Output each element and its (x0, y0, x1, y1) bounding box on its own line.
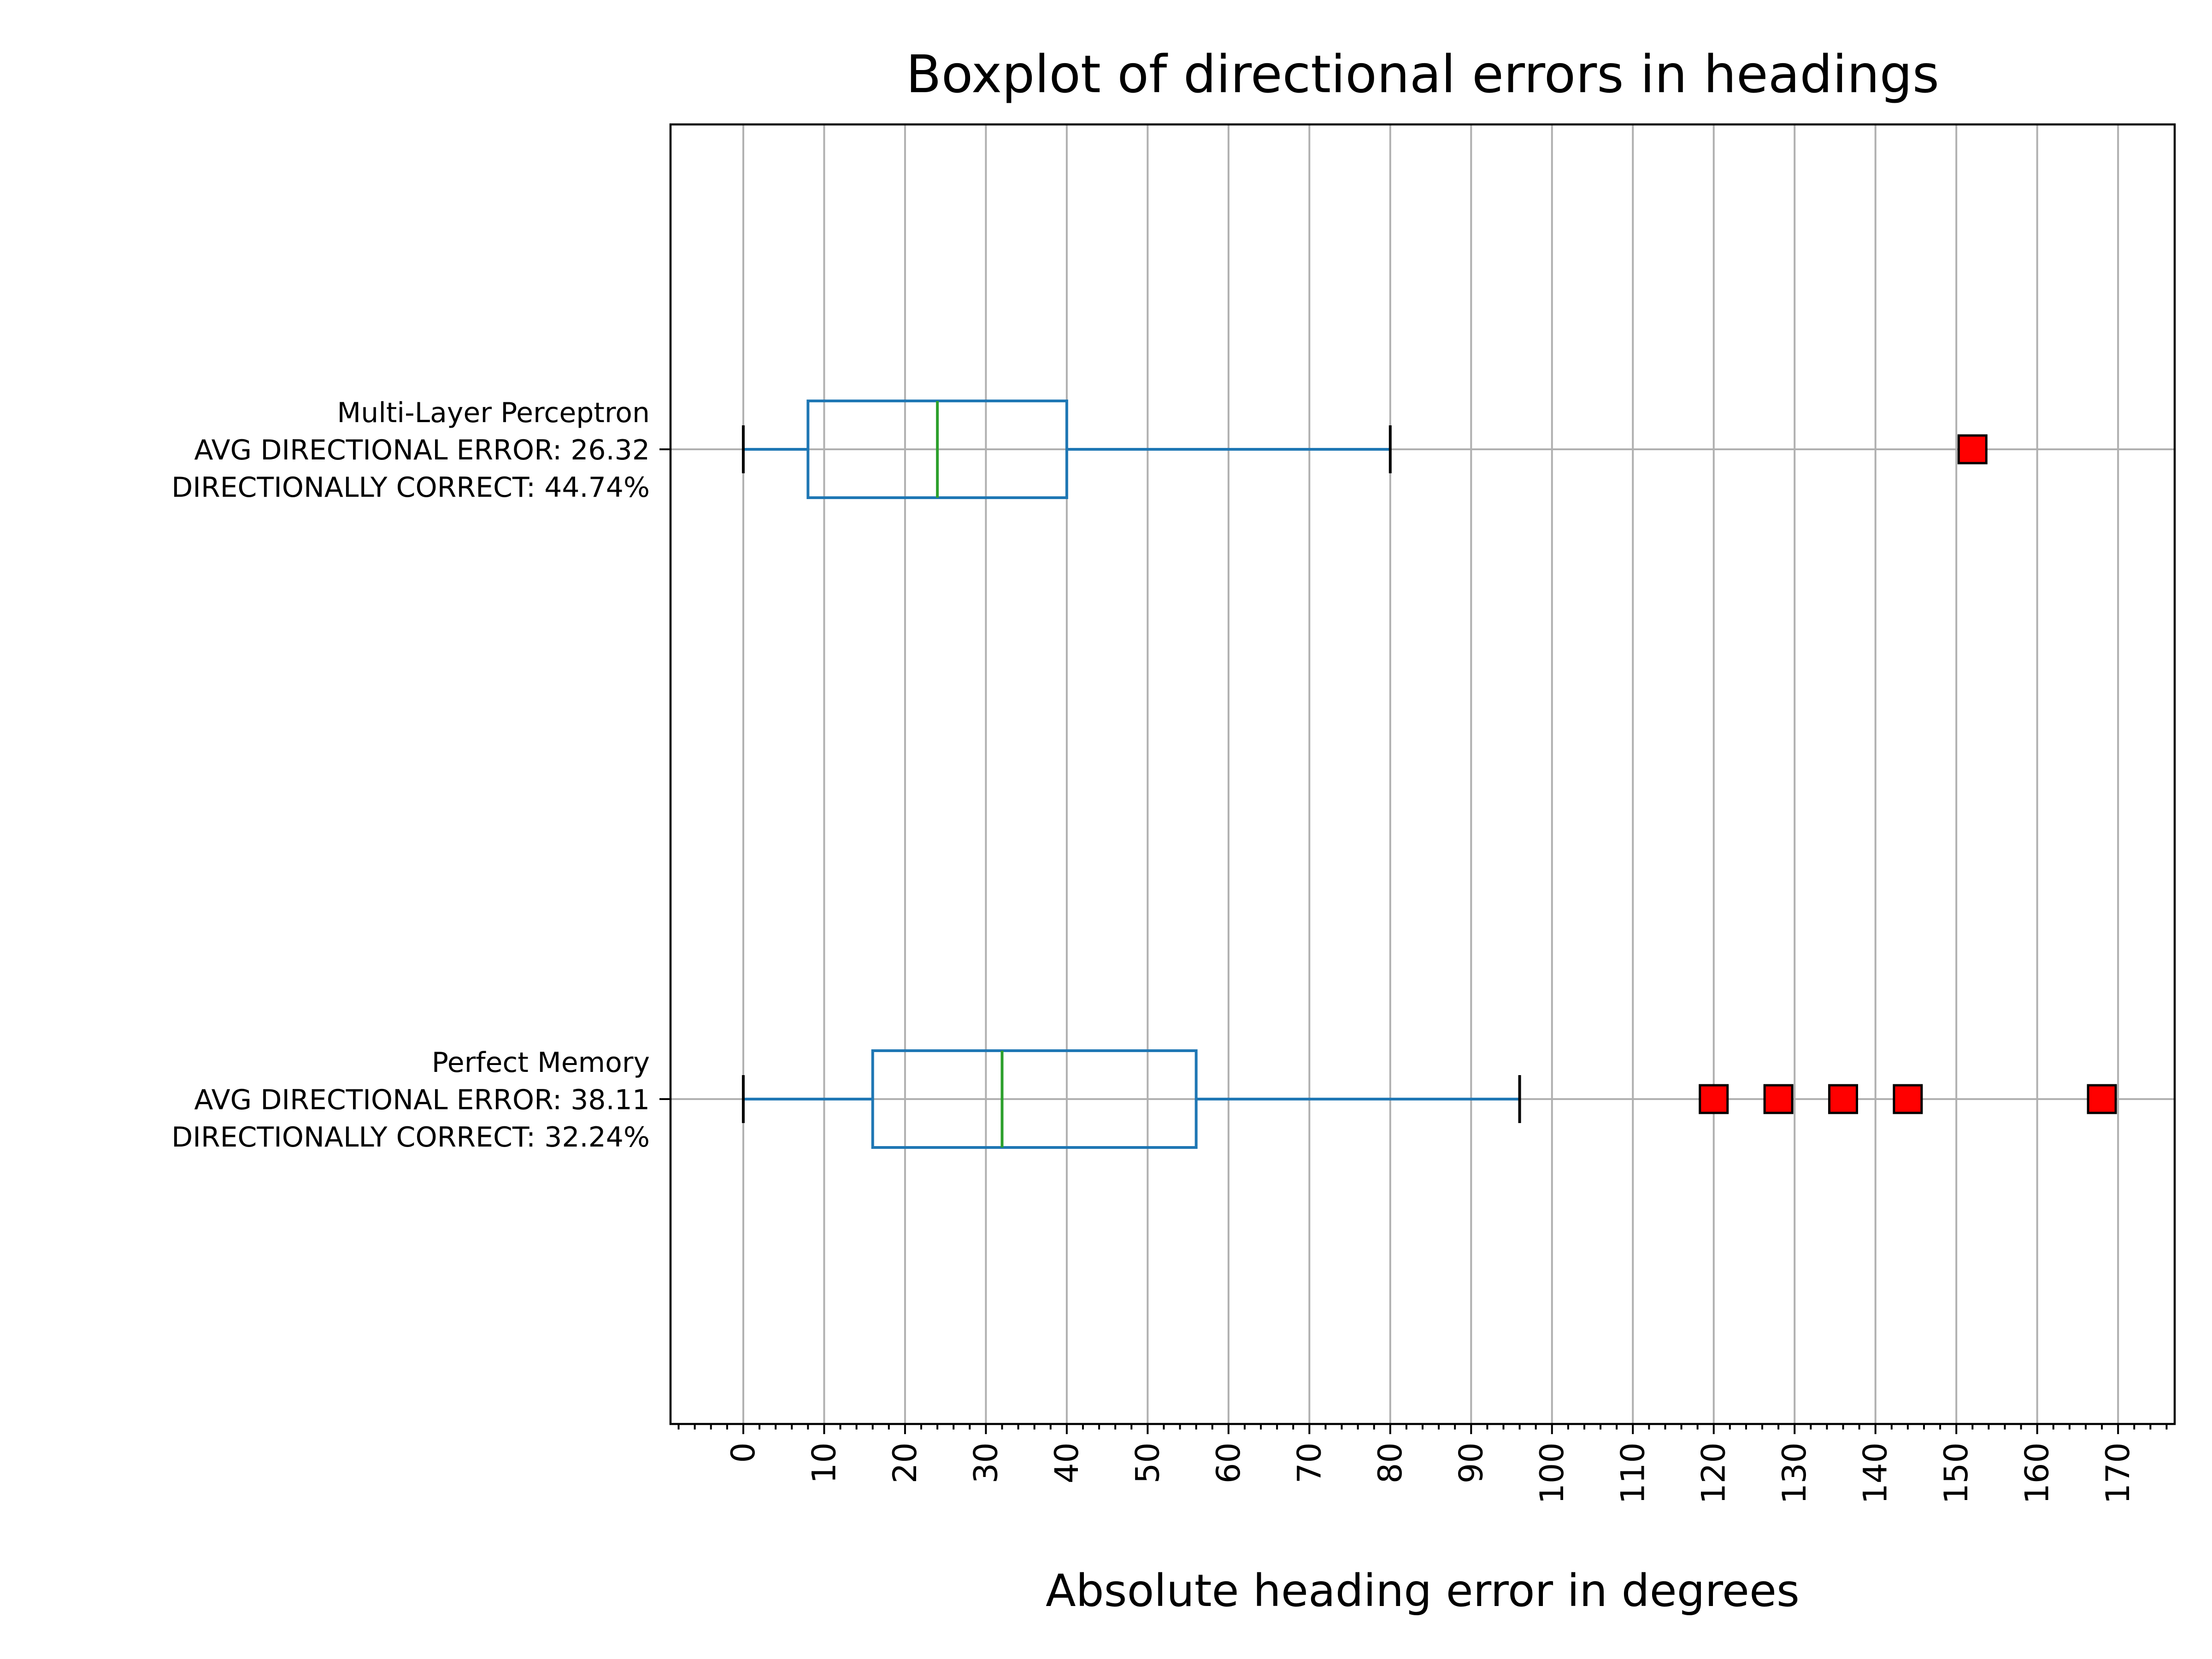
box-group (741, 400, 1988, 499)
plot-area (741, 400, 2117, 1149)
x-tick-label: 130 (1776, 1442, 1813, 1504)
x-tick-label: 120 (1695, 1442, 1733, 1504)
grid-lines (671, 124, 2175, 1424)
x-tick-label: 10 (805, 1442, 843, 1483)
outlier-point (1828, 1084, 1859, 1114)
outlier-point (1957, 434, 1988, 465)
y-axis-category-labels: Multi-Layer Perceptron AVG DIRECTIONAL ER… (171, 397, 671, 1153)
x-tick-label: 50 (1129, 1442, 1166, 1483)
plot-frame (669, 123, 2176, 1425)
x-tick-label: 70 (1290, 1442, 1328, 1483)
x-tick-label: 30 (967, 1442, 1005, 1483)
x-axis-label: Absolute heading error in degrees (1046, 1565, 1800, 1617)
x-tick-label: 40 (1048, 1442, 1086, 1483)
outlier-point (2087, 1084, 2117, 1114)
x-tick-label: 150 (1937, 1442, 1975, 1504)
x-tick-label: 160 (2018, 1442, 2056, 1504)
outlier-point (1763, 1084, 1794, 1114)
x-tick-label: 110 (1614, 1442, 1652, 1504)
x-tick-label: 90 (1452, 1442, 1490, 1483)
x-tick-label: 20 (886, 1442, 924, 1483)
y-category-label-line: AVG DIRECTIONAL ERROR: 26.32 (194, 434, 650, 466)
y-category-label-line: DIRECTIONALLY CORRECT: 44.74% (171, 471, 650, 504)
x-tick-label: 170 (2099, 1442, 2137, 1504)
x-axis-ticks: 0 10 20 30 40 50 60 70 80 90 100 110 120 130 140 150 160… (677, 1424, 2168, 1504)
box-group (741, 1049, 2117, 1149)
chart-title: Boxplot of directional errors in heading… (906, 45, 1939, 105)
x-tick-label: 60 (1210, 1442, 1247, 1483)
iqr-box (871, 1049, 1198, 1149)
outlier-point (1893, 1084, 1923, 1114)
y-category-label-line: Multi-Layer Perceptron (337, 397, 650, 429)
x-tick-label: 140 (1857, 1442, 1894, 1504)
y-category-label-line: Perfect Memory (432, 1047, 650, 1079)
x-tick-label: 80 (1371, 1442, 1409, 1483)
y-category-label-line: DIRECTIONALLY CORRECT: 32.24% (171, 1121, 650, 1153)
y-category-label-line: AVG DIRECTIONAL ERROR: 38.11 (194, 1084, 650, 1116)
x-tick-label: 0 (724, 1442, 762, 1463)
outlier-point (1699, 1084, 1729, 1114)
x-tick-label: 100 (1533, 1442, 1571, 1504)
